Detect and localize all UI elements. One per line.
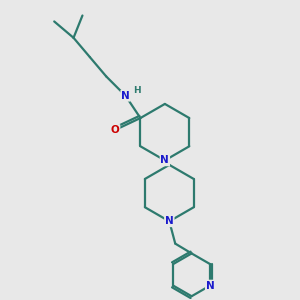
Text: N: N <box>121 91 130 101</box>
Text: N: N <box>165 216 174 226</box>
Text: O: O <box>111 125 119 135</box>
Text: N: N <box>160 155 169 165</box>
Text: H: H <box>133 86 141 95</box>
Text: N: N <box>206 280 214 290</box>
